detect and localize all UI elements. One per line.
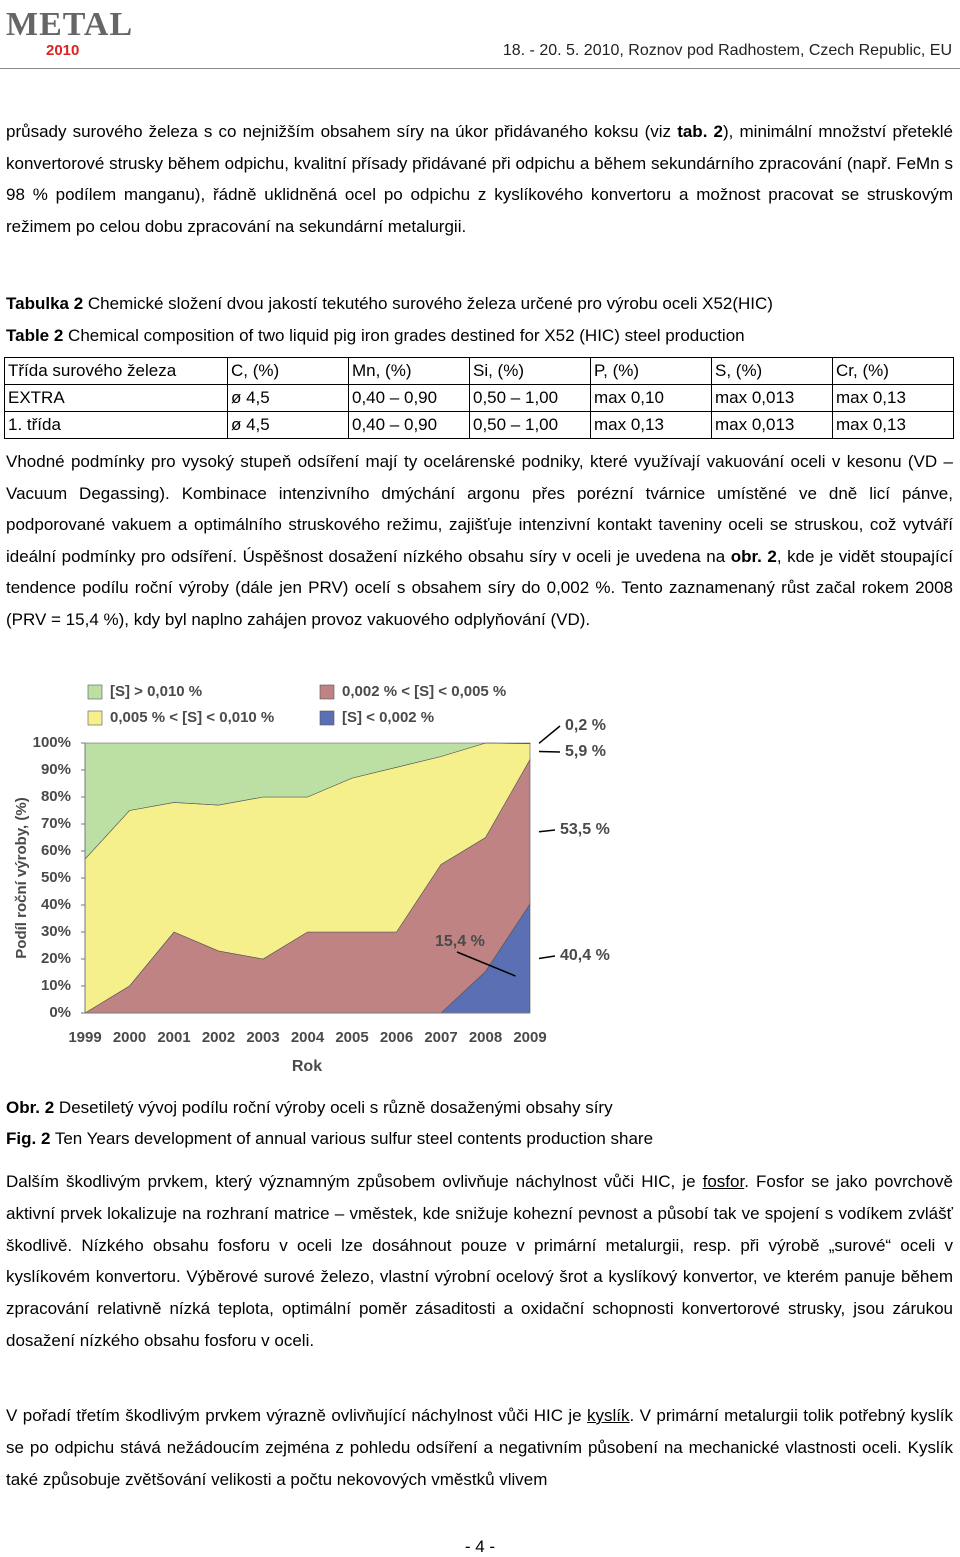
table-cell: P, (%) — [591, 358, 712, 385]
text-run: obr. 2 — [731, 547, 777, 566]
table-cell: Mn, (%) — [349, 358, 470, 385]
y-tick-label: 70% — [41, 815, 71, 832]
arrow — [539, 830, 555, 832]
table-cell: Cr, (%) — [833, 358, 954, 385]
text-run: kyslík — [587, 1406, 630, 1425]
table-cell: max 0,013 — [712, 412, 833, 439]
arrow — [539, 726, 560, 743]
text-run: průsady surového železa s co nejnižším o… — [6, 122, 677, 141]
text-run: Chemical composition of two liquid pig i… — [63, 326, 744, 345]
text-run: Desetiletý vývoj podílu roční výroby oce… — [54, 1098, 612, 1117]
arrow — [539, 956, 555, 958]
chart: Podíl roční výroby, (%) Rok 0% 10% 20% 30% 4… — [0, 670, 620, 1080]
y-tick-label: 30% — [41, 923, 71, 940]
x-tick-label: 2001 — [157, 1029, 190, 1046]
legend-label: [S] < 0,002 % — [342, 709, 434, 726]
text-run: Chemické složení dvou jakostí tekutého s… — [83, 294, 773, 313]
value-label: 53,5 % — [560, 821, 610, 838]
value-label: 0,2 % — [565, 717, 606, 734]
text-run: Fig. 2 — [6, 1129, 50, 1148]
table-cell: max 0,13 — [833, 412, 954, 439]
table-cell: C, (%) — [228, 358, 349, 385]
text-run: . Fosfor se jako povrchově aktivní prvek… — [6, 1172, 953, 1350]
text-run: tab. 2 — [677, 122, 723, 141]
y-tick-label: 50% — [41, 869, 71, 886]
paragraph: Vhodné podmínky pro vysoký stupeň odsíře… — [6, 446, 953, 636]
table-cell: 0,50 – 1,00 — [470, 385, 591, 412]
x-tick-label: 2004 — [291, 1029, 325, 1046]
table-cell: EXTRA — [5, 385, 228, 412]
legend-swatch — [320, 711, 334, 725]
text-run: fosfor — [703, 1172, 745, 1191]
y-tick-label: 20% — [41, 950, 71, 967]
table-cell: max 0,13 — [833, 385, 954, 412]
value-label: 15,4 % — [435, 933, 485, 950]
paragraph: průsady surového železa s co nejnižším o… — [6, 116, 953, 242]
x-tick-label: 2002 — [202, 1029, 235, 1046]
x-tick-label: 2008 — [469, 1029, 502, 1046]
table-cell: 0,40 – 0,90 — [349, 385, 470, 412]
x-tick-label: 2009 — [513, 1029, 546, 1046]
y-tick-label: 0% — [49, 1004, 71, 1021]
y-tick-label: 90% — [41, 761, 71, 778]
table-cell: 1. třída — [5, 412, 228, 439]
table-cell: 0,50 – 1,00 — [470, 412, 591, 439]
value-label: 40,4 % — [560, 947, 610, 964]
text-run: Tabulka 2 — [6, 294, 83, 313]
text-run: Table 2 — [6, 326, 63, 345]
figure-caption: Fig. 2 Ten Years development of annual v… — [6, 1123, 953, 1154]
x-axis-label: Rok — [292, 1058, 322, 1075]
legend-label: 0,002 % < [S] < 0,005 % — [342, 683, 506, 700]
header-rule — [0, 68, 960, 69]
figure-caption: Obr. 2 Desetiletý vývoj podílu roční výr… — [6, 1092, 953, 1123]
legend-swatch — [320, 685, 334, 699]
table-cell: max 0,13 — [591, 412, 712, 439]
table-caption: Table 2 Chemical composition of two liqu… — [6, 320, 953, 352]
text-run: Obr. 2 — [6, 1098, 54, 1117]
logo: METAL — [6, 6, 133, 44]
y-tick-label: 80% — [41, 788, 71, 805]
table-cell: Si, (%) — [470, 358, 591, 385]
page-number: - 4 - — [0, 1537, 960, 1557]
table-cell: 0,40 – 0,90 — [349, 412, 470, 439]
legend-label: 0,005 % < [S] < 0,010 % — [110, 709, 274, 726]
x-tick-label: 2006 — [380, 1029, 413, 1046]
legend-label: [S] > 0,010 % — [110, 683, 202, 700]
y-tick-label: 60% — [41, 842, 71, 859]
x-tick-label: 2005 — [335, 1029, 368, 1046]
logo-year: 2010 — [46, 42, 79, 59]
x-tick-label: 2007 — [424, 1029, 457, 1046]
x-tick-label: 1999 — [68, 1029, 101, 1046]
legend-swatch — [88, 711, 102, 725]
y-axis-label: Podíl roční výroby, (%) — [13, 797, 30, 958]
conference: 18. - 20. 5. 2010, Roznov pod Radhostem,… — [503, 42, 952, 60]
paragraph: V pořadí třetím škodlivým prvkem výrazně… — [6, 1400, 953, 1495]
table-cell: max 0,10 — [591, 385, 712, 412]
table-cell: ø 4,5 — [228, 385, 349, 412]
table-cell: max 0,013 — [712, 385, 833, 412]
table-cell: S, (%) — [712, 358, 833, 385]
value-label: 5,9 % — [565, 743, 606, 760]
text-run: V pořadí třetím škodlivým prvkem výrazně… — [6, 1406, 587, 1425]
y-tick-label: 10% — [41, 977, 71, 994]
x-tick-label: 2003 — [246, 1029, 279, 1046]
table-cell: ø 4,5 — [228, 412, 349, 439]
legend-swatch — [88, 685, 102, 699]
table-cell: Třída surového železa — [5, 358, 228, 385]
paragraph: Dalším škodlivým prvkem, který významným… — [6, 1166, 953, 1357]
y-tick-label: 40% — [41, 896, 71, 913]
text-run: Ten Years development of annual various … — [50, 1129, 653, 1148]
x-tick-label: 2000 — [113, 1029, 146, 1046]
text-run: Dalším škodlivým prvkem, který významným… — [6, 1172, 703, 1191]
y-tick-label: 100% — [33, 734, 71, 751]
table-caption: Tabulka 2 Chemické složení dvou jakostí … — [6, 288, 953, 320]
